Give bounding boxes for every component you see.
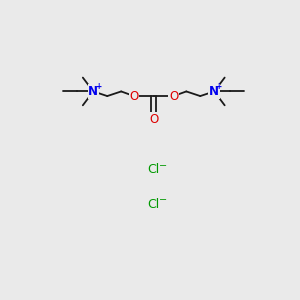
Text: O: O [129, 90, 139, 103]
Text: Cl: Cl [148, 164, 160, 176]
Text: +: + [216, 82, 222, 91]
Text: N: N [209, 85, 219, 98]
Text: Cl: Cl [148, 198, 160, 211]
Text: O: O [149, 113, 158, 126]
Text: +: + [95, 82, 101, 91]
Text: −: − [158, 196, 166, 206]
Text: O: O [169, 90, 178, 103]
Text: −: − [158, 161, 166, 171]
Text: N: N [88, 85, 98, 98]
